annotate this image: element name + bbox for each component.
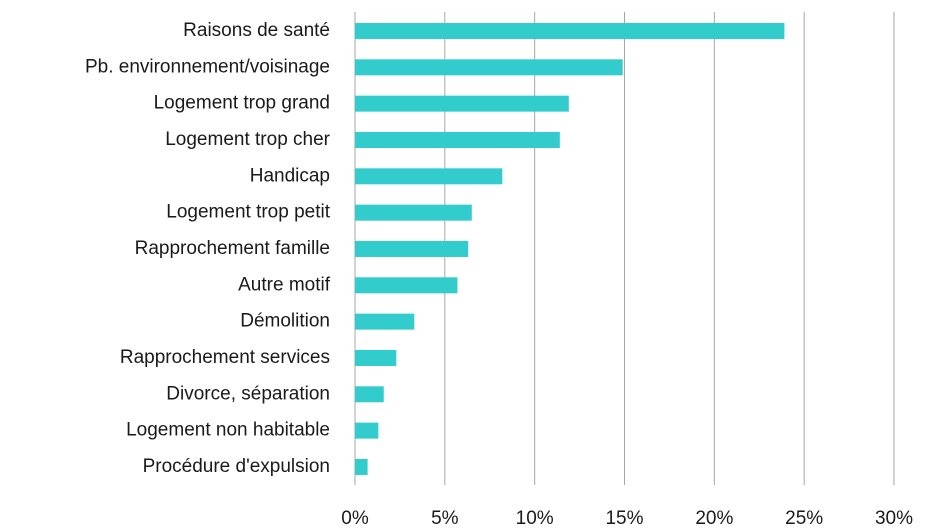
bar bbox=[355, 59, 623, 76]
x-tick-label: 15% bbox=[605, 508, 643, 529]
x-tick-label: 25% bbox=[785, 508, 823, 529]
y-tick-label: Logement trop petit bbox=[166, 202, 330, 223]
bar bbox=[355, 131, 560, 148]
bar bbox=[355, 168, 503, 185]
y-tick-label: Logement trop cher bbox=[165, 129, 330, 150]
y-tick-label: Rapprochement famille bbox=[135, 238, 330, 259]
x-tick-label: 30% bbox=[875, 508, 913, 529]
y-tick-label: Divorce, séparation bbox=[166, 383, 330, 404]
x-tick-label: 10% bbox=[516, 508, 554, 529]
y-tick-label: Démolition bbox=[240, 311, 330, 332]
y-tick-label: Handicap bbox=[250, 165, 330, 186]
x-tick-label: 20% bbox=[695, 508, 733, 529]
y-tick-label: Rapprochement services bbox=[120, 347, 330, 368]
y-tick-label: Procédure d'expulsion bbox=[143, 456, 330, 477]
bar bbox=[355, 313, 415, 330]
y-tick-label: Logement trop grand bbox=[154, 93, 330, 114]
y-tick-label: Logement non habitable bbox=[126, 420, 330, 441]
bar bbox=[355, 240, 469, 257]
bar bbox=[355, 458, 368, 475]
y-tick-label: Autre motif bbox=[238, 274, 331, 295]
bar bbox=[355, 23, 785, 39]
bar bbox=[355, 277, 458, 294]
bar bbox=[355, 422, 379, 439]
bar bbox=[355, 204, 472, 221]
bar bbox=[355, 95, 569, 112]
x-tick-label: 0% bbox=[341, 508, 369, 529]
bar bbox=[355, 386, 384, 403]
y-tick-label: Pb. environnement/voisinage bbox=[85, 56, 330, 77]
y-tick-label: Raisons de santé bbox=[183, 20, 330, 41]
x-tick-label: 5% bbox=[431, 508, 459, 529]
bar bbox=[355, 349, 397, 366]
